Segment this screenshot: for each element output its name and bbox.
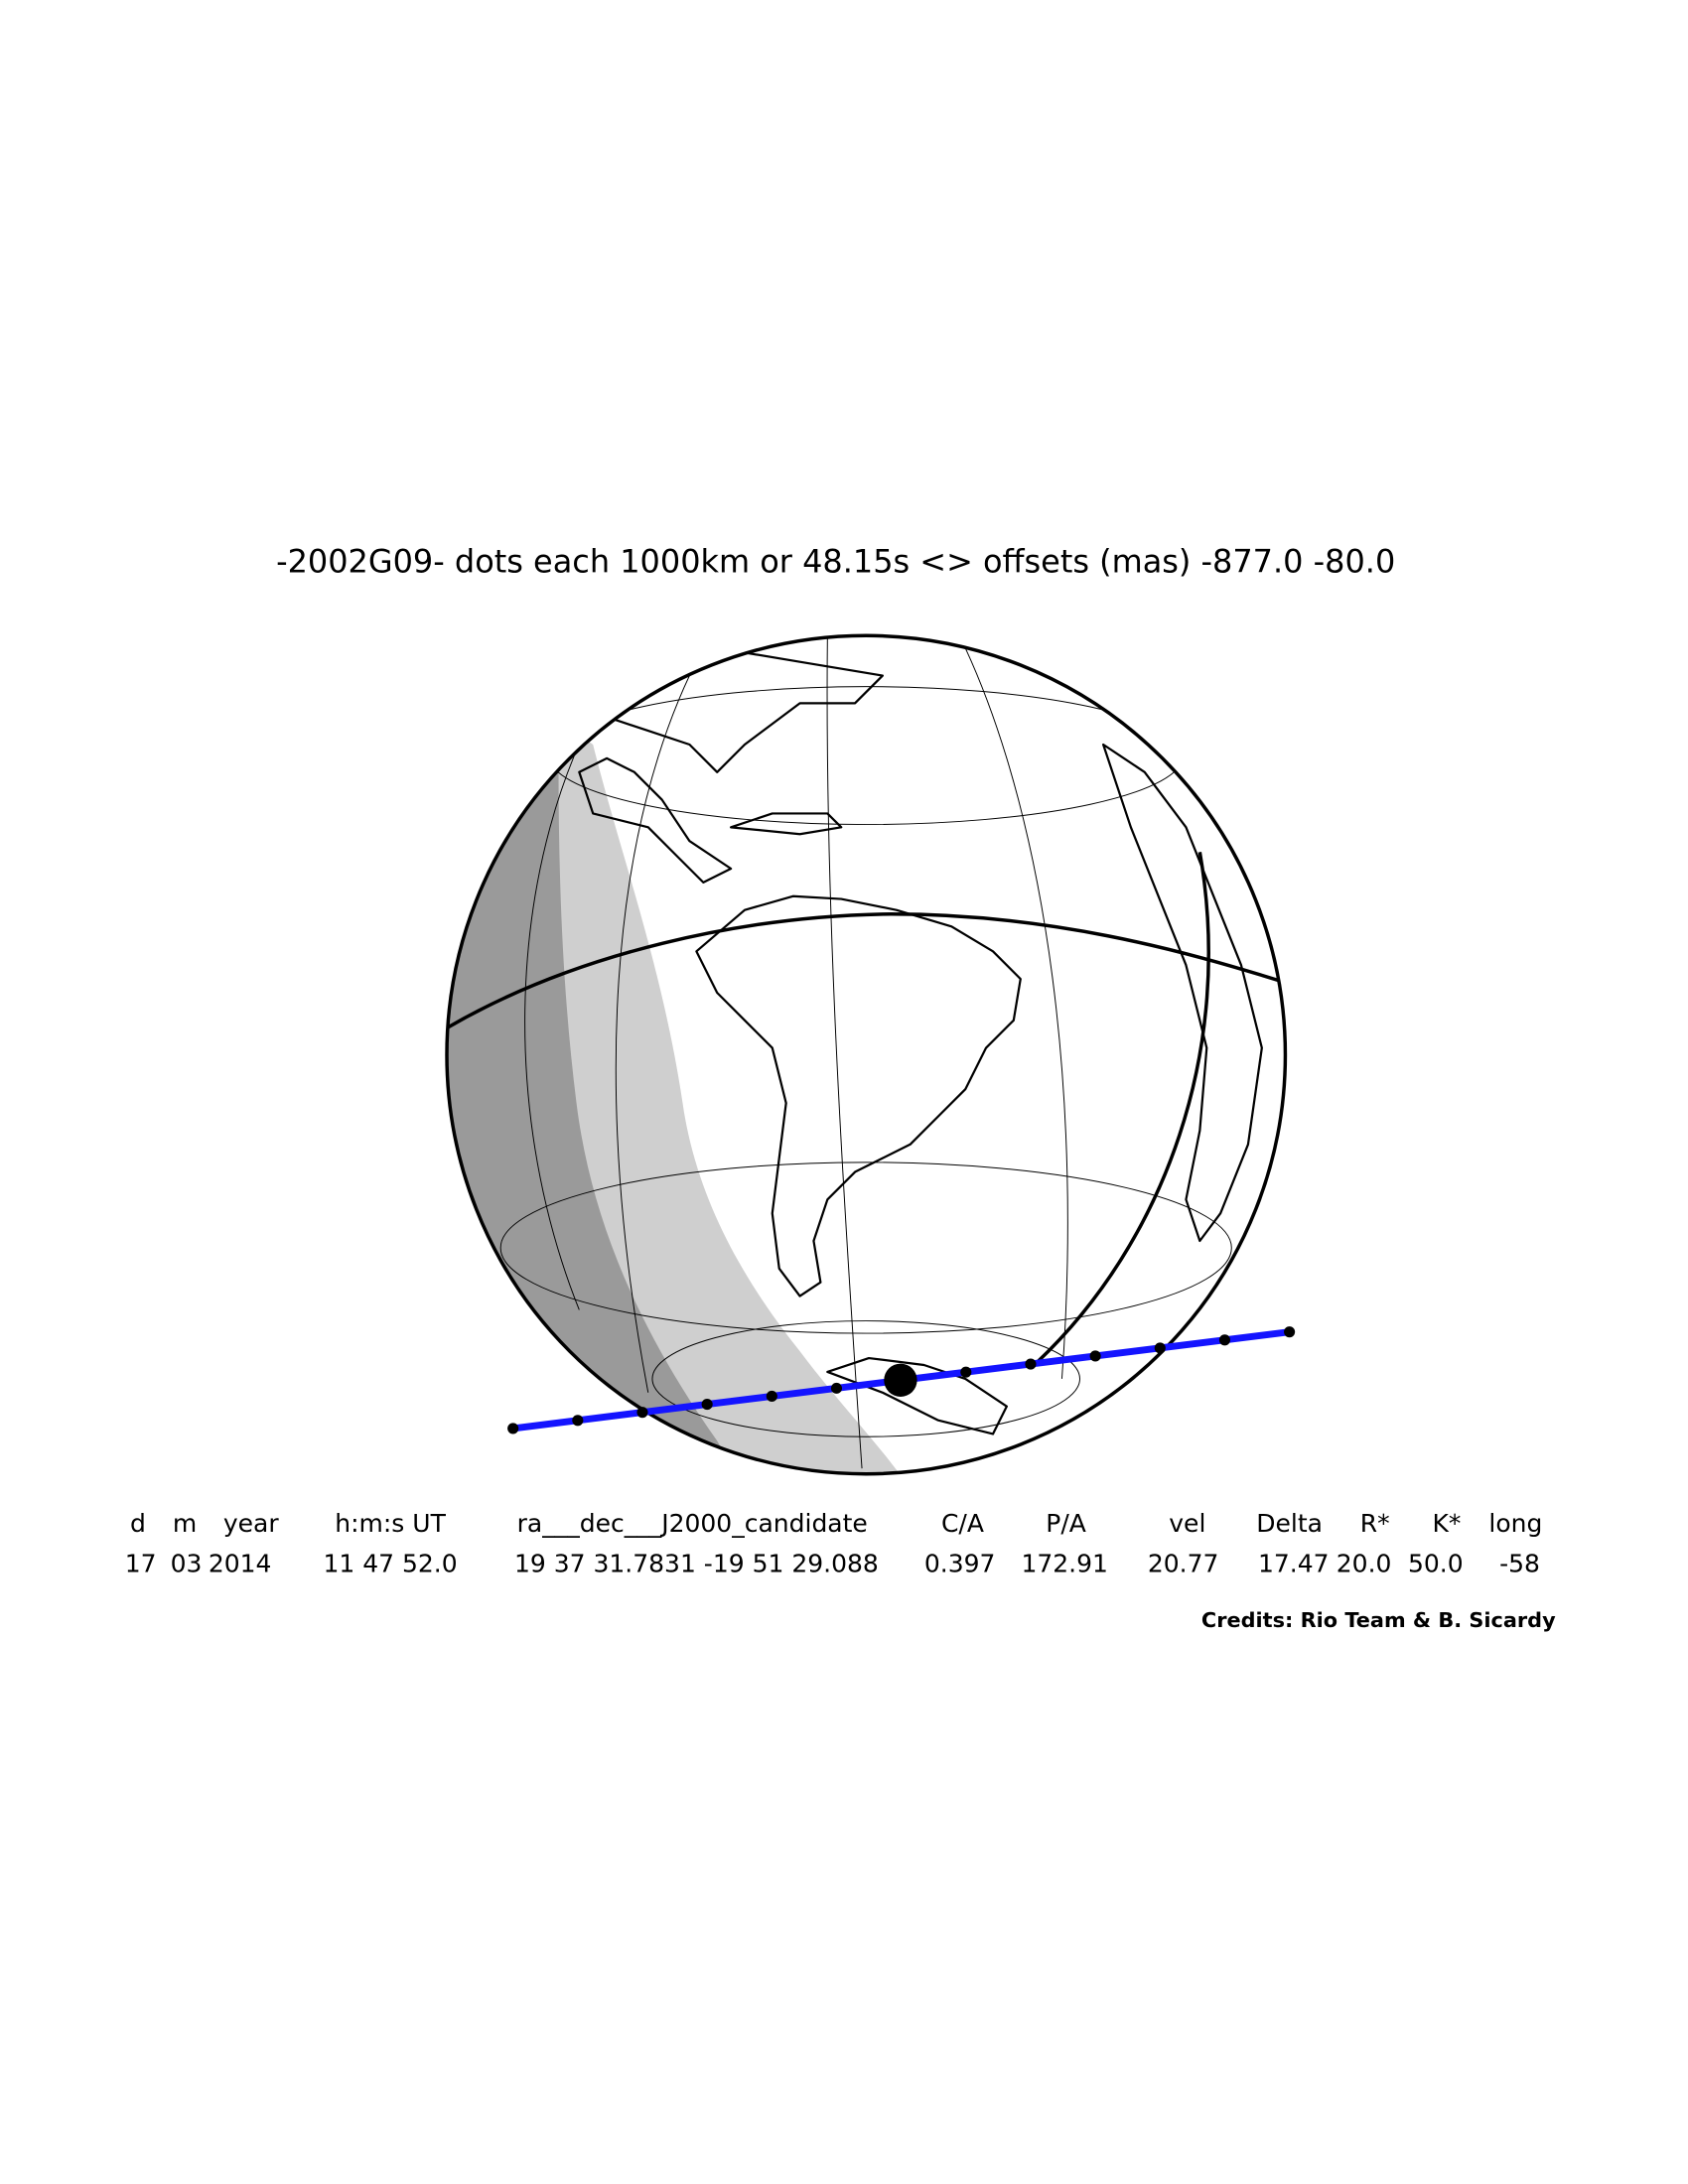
closest-approach bbox=[884, 1363, 917, 1397]
track-dot bbox=[1284, 1326, 1296, 1338]
table-header: year bbox=[223, 1509, 279, 1538]
table-header: Delta bbox=[1256, 1509, 1323, 1538]
table-value: 50.0 bbox=[1408, 1549, 1464, 1577]
occultation-track bbox=[507, 1326, 1296, 1434]
table-value: -58 bbox=[1499, 1549, 1540, 1577]
table-header: C/A bbox=[941, 1509, 984, 1538]
table-header: m bbox=[173, 1509, 197, 1538]
track-dot bbox=[636, 1407, 648, 1419]
track-dot bbox=[1025, 1358, 1037, 1370]
table-value: 0.397 bbox=[924, 1549, 996, 1577]
credits: Credits: Rio Team & B. Sicardy bbox=[1201, 1608, 1556, 1632]
table-header: P/A bbox=[1046, 1509, 1086, 1538]
limit-line bbox=[1036, 852, 1210, 1364]
table-value: 17 bbox=[125, 1549, 157, 1577]
table-header: vel bbox=[1169, 1509, 1205, 1538]
table-header: K* bbox=[1432, 1509, 1461, 1538]
table-value: 03 bbox=[171, 1549, 203, 1577]
table-header: h:m:s UT bbox=[335, 1509, 446, 1538]
table-value: 20.0 bbox=[1336, 1549, 1392, 1577]
track-dot bbox=[766, 1390, 777, 1403]
table-value: 11 47 52.0 bbox=[323, 1549, 457, 1577]
track-dot bbox=[1218, 1334, 1231, 1346]
track-dot bbox=[1154, 1342, 1166, 1354]
table-value: 17.47 bbox=[1258, 1549, 1330, 1577]
track-dot bbox=[830, 1382, 843, 1394]
table-value: 20.77 bbox=[1148, 1549, 1219, 1577]
event-table: d m year h:m:s UT ra___dec___J2000_candidate… bbox=[125, 1509, 1543, 1577]
map-title: -2002G09- dots each 1000km or 48.15s <> … bbox=[276, 542, 1395, 580]
table-header: ra___dec___J2000_candidate bbox=[517, 1509, 868, 1538]
table-value: 2014 bbox=[209, 1549, 272, 1577]
table-value: 172.91 bbox=[1021, 1549, 1107, 1577]
track-dot bbox=[701, 1399, 713, 1411]
table-header: long bbox=[1488, 1509, 1542, 1538]
track-dot bbox=[572, 1415, 584, 1427]
equator bbox=[447, 912, 1284, 1029]
table-value: 19 37 31.7831 -19 51 29.088 bbox=[514, 1549, 879, 1577]
track-dot bbox=[1089, 1350, 1101, 1362]
coastlines bbox=[578, 646, 1263, 1435]
globe bbox=[445, 633, 1288, 1476]
night-zone bbox=[447, 635, 745, 1474]
track-dot bbox=[960, 1366, 972, 1378]
table-header: d bbox=[130, 1509, 146, 1538]
table-header: R* bbox=[1360, 1509, 1390, 1538]
track-dot bbox=[507, 1423, 519, 1434]
